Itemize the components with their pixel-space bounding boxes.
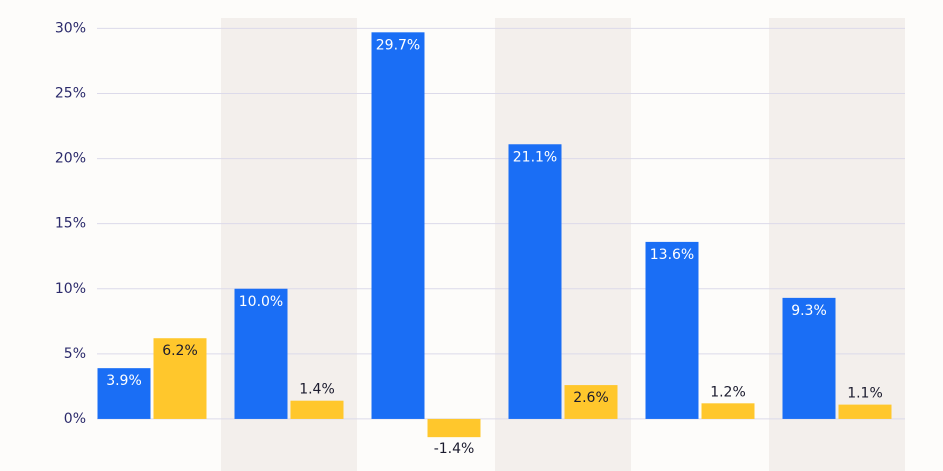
value-label: 1.4% <box>299 382 335 398</box>
bar <box>290 400 344 419</box>
value-label: 13.6% <box>650 247 694 263</box>
bar <box>234 288 288 419</box>
value-label: 1.2% <box>710 384 746 400</box>
bar <box>153 338 207 419</box>
bar <box>701 403 755 419</box>
bar <box>782 297 836 419</box>
bar <box>645 241 699 419</box>
value-label: 6.2% <box>162 343 198 359</box>
y-tick-label: 5% <box>64 346 86 362</box>
y-tick-label: 10% <box>55 281 86 297</box>
value-label: -1.4% <box>434 441 475 457</box>
value-label: 29.7% <box>376 37 420 53</box>
y-tick-label: 0% <box>64 411 86 427</box>
value-label: 2.6% <box>573 390 609 406</box>
y-tick-label: 30% <box>55 20 86 36</box>
bar <box>427 418 481 438</box>
bar <box>97 368 151 419</box>
y-tick-label: 25% <box>55 86 86 102</box>
value-label: 9.3% <box>791 303 827 319</box>
value-label: 1.1% <box>847 386 883 402</box>
bar <box>371 32 425 419</box>
y-tick-label: 15% <box>55 216 86 232</box>
bar <box>508 144 562 419</box>
y-tick-label: 20% <box>55 151 86 167</box>
bar <box>564 385 618 419</box>
value-label: 3.9% <box>106 373 142 389</box>
bar <box>838 404 892 419</box>
value-label: 10.0% <box>239 294 283 310</box>
value-label: 21.1% <box>513 149 557 165</box>
